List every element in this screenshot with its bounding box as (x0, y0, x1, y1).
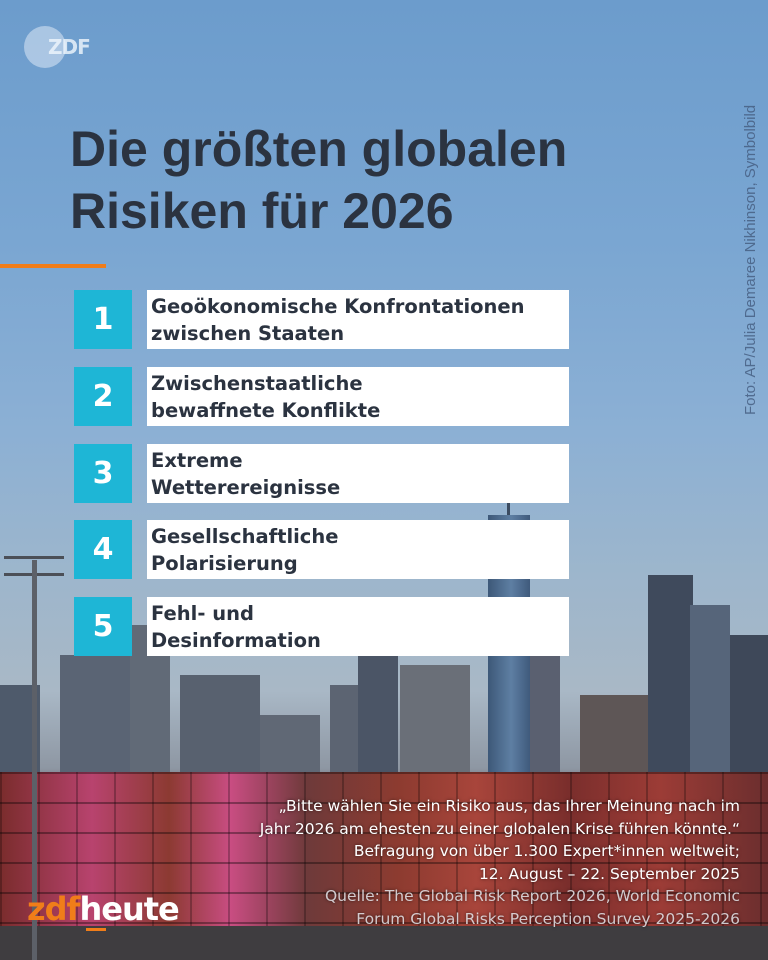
shipping-containers (0, 772, 768, 930)
zdf-logo: ZDF (24, 26, 91, 70)
survey-question-line: „Bitte wählen Sie ein Risiko aus, das Ih… (278, 797, 740, 815)
risk-item: 5 Fehl- und Desinformation (74, 597, 569, 656)
skyline-building (690, 605, 730, 775)
zdf-logo-text: ZDF (48, 35, 91, 59)
risk-label: Geoökonomische Konfrontationen zwischen … (147, 290, 569, 349)
survey-info-line: Befragung von über 1.300 Expert*innen we… (353, 842, 740, 860)
risk-item: 2 Zwischenstaatliche bewaffnete Konflikt… (74, 367, 569, 426)
survey-date-range: 12. August – 22. September 2025 (478, 864, 740, 883)
risk-rank-badge: 4 (74, 520, 132, 579)
page-title: Die größten globalen Risiken für 2026 (70, 121, 568, 239)
brand-heute: heute (79, 890, 179, 928)
risk-item: 3 Extreme Wetterereignisse (74, 444, 569, 503)
floodlight-pole (32, 560, 37, 960)
skyline-building (180, 675, 260, 775)
risk-label: Zwischenstaatliche bewaffnete Konflikte (147, 367, 569, 426)
survey-question-line: Jahr 2026 am ehesten zu einer globalen K… (259, 819, 740, 838)
skyline-building (580, 695, 650, 775)
title-accent-line (0, 264, 106, 268)
risk-rank-badge: 1 (74, 290, 132, 349)
risk-rank-badge: 2 (74, 367, 132, 426)
zdfheute-logo: zdfheute (27, 890, 180, 928)
ground (0, 926, 768, 960)
risk-item: 1 Geoökonomische Konfrontationen zwische… (74, 290, 569, 349)
source-line: Forum Global Risks Perception Survey 202… (356, 909, 740, 928)
skyline-building (648, 575, 693, 775)
skyline-building (60, 655, 130, 775)
risk-rank-badge: 5 (74, 597, 132, 656)
brand-underline (86, 928, 106, 931)
risk-item: 4 Gesellschaftliche Polarisierung (74, 520, 569, 579)
brand-zdf: zdf (27, 890, 80, 928)
skyline-building (358, 640, 398, 775)
zdf-logo-disc-icon (24, 26, 66, 68)
risk-label: Gesellschaftliche Polarisierung (147, 520, 569, 579)
skyline-building (400, 665, 470, 775)
photo-credit: Foto: AP/Julia Demaree Nikhinson, Symbol… (742, 104, 759, 415)
risk-label: Fehl- und Desinformation (147, 597, 569, 656)
risk-label: Extreme Wetterereignisse (147, 444, 569, 503)
source-line: Quelle: The Global Risk Report 2026, Wor… (324, 887, 740, 905)
risk-rank-badge: 3 (74, 444, 132, 503)
survey-footnote: „Bitte wählen Sie ein Risiko aus, das Ih… (260, 795, 740, 930)
skyline-building (260, 715, 320, 775)
skyline-building (730, 635, 768, 775)
